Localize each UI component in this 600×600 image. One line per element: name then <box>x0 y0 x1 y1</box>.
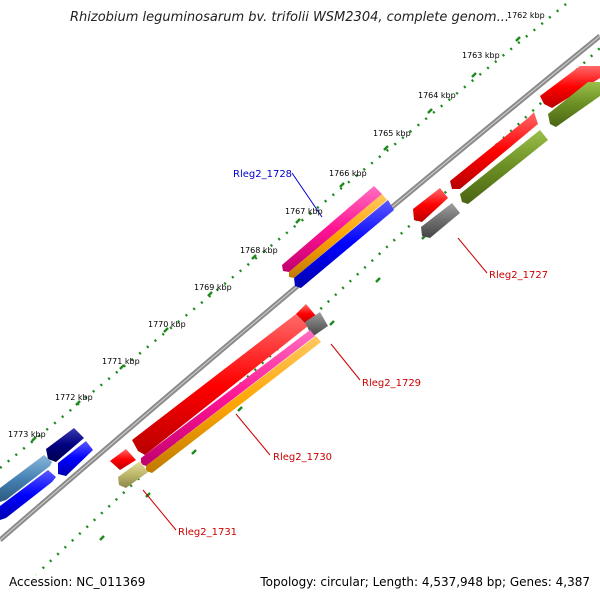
tick-label: 1763 kbp <box>462 51 500 60</box>
tick-labels: 1762 kbp 1763 kbp 1764 kbp 1765 kbp 1766… <box>8 11 545 439</box>
tick-label: 1764 kbp <box>418 91 456 100</box>
tick-label-overlap: 1762 kbp <box>507 11 545 20</box>
callout-line-1731 <box>142 489 177 531</box>
gene-gray-reverse-small <box>305 312 328 337</box>
footer-backdrop <box>0 572 600 594</box>
gene-blue-reverse-left <box>58 441 93 476</box>
tick-label: 1770 kbp <box>148 320 186 329</box>
gene-pink-reverse <box>141 330 315 466</box>
gene-red-forward-long <box>132 314 308 455</box>
tick-label: 1767 kbp <box>285 207 323 216</box>
major-ticks <box>31 36 565 584</box>
tick-label: 1769 kbp <box>194 283 232 292</box>
gene-red-forward-top <box>540 66 600 108</box>
accession-text: Accession: NC_011369 <box>9 575 145 589</box>
gene-olive-reverse-mid <box>460 130 548 204</box>
outer-tick-ring <box>0 3 567 469</box>
tick-label: 1771 kbp <box>102 357 140 366</box>
gene-label-rleg2-1728[interactable]: Rleg2_1728 <box>233 169 292 180</box>
callout-line-1729 <box>330 343 361 381</box>
callout-line-1728 <box>291 172 323 218</box>
topology-text: Topology: circular; Length: 4,537,948 bp… <box>259 575 590 589</box>
gene-red-forward-small <box>413 188 448 222</box>
tick-label: 1765 kbp <box>373 129 411 138</box>
gene-olive-reverse-top <box>548 82 600 127</box>
gene-red-forward-tiny <box>110 449 136 470</box>
gene-orange-reverse <box>146 336 321 473</box>
tick-label: 1766 kbp <box>329 169 367 178</box>
callout-line-1730 <box>235 413 271 456</box>
callout-line-1727 <box>457 237 488 274</box>
tick-label: 1773 kbp <box>8 430 46 439</box>
gene-label-rleg2-1731[interactable]: Rleg2_1731 <box>178 527 237 538</box>
gene-label-rleg2-1729[interactable]: Rleg2_1729 <box>362 378 421 389</box>
gene-steel-forward <box>0 455 52 502</box>
map-title: Rhizobium leguminosarum bv. trifolii WSM… <box>70 10 509 25</box>
gene-navy-forward <box>46 428 84 462</box>
gene-gray-reverse <box>421 203 460 238</box>
gene-blue-reverse-far-left <box>0 470 56 520</box>
tick-label: 1768 kbp <box>240 246 278 255</box>
title-backdrop <box>66 7 506 25</box>
genome-backbone <box>0 34 600 542</box>
gene-red-forward-mid <box>450 112 538 189</box>
gene-labels: Rleg2_1728 Rleg2_1727 Rleg2_1729 Rleg2_1… <box>178 169 548 538</box>
gene-blue-1728 <box>294 200 394 288</box>
gene-pink-1728 <box>282 186 382 272</box>
gene-label-rleg2-1730[interactable]: Rleg2_1730 <box>273 452 332 463</box>
gene-orange-1728 <box>289 194 387 278</box>
gene-khaki-reverse <box>118 461 148 488</box>
gene-label-rleg2-1727[interactable]: Rleg2_1727 <box>489 270 548 281</box>
tick-label: 1772 kbp <box>55 393 93 402</box>
